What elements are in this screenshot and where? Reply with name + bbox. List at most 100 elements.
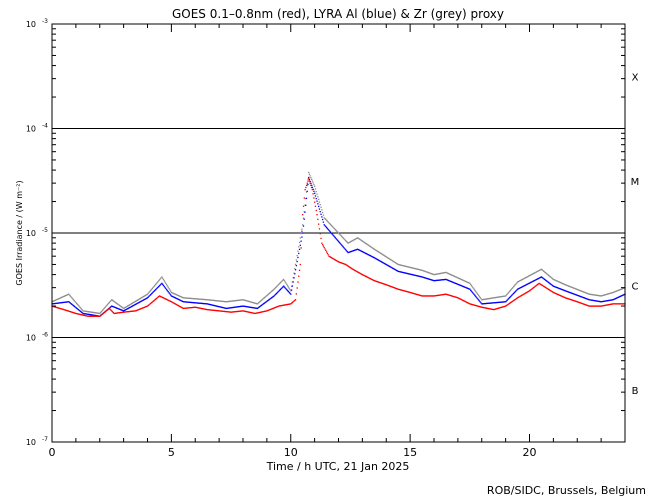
data-point [584,304,586,306]
data-point [621,303,623,305]
data-point [598,305,600,307]
data-point [536,283,539,286]
data-point [590,293,592,296]
data-point [251,301,254,304]
data-point [206,299,208,301]
data-point [479,296,481,299]
data-point [598,294,600,297]
data-point [175,297,177,299]
data-point [575,294,577,296]
data-point [87,310,89,313]
data-point [344,248,346,250]
data-point [271,308,273,310]
data-point [263,303,265,305]
data-point [300,240,302,242]
data-point [329,231,332,233]
data-point [583,297,586,299]
data-point [222,307,224,309]
data-point [105,305,107,307]
data-point [61,301,64,304]
data-point [208,303,210,305]
data-point [287,290,290,293]
data-point [573,287,575,289]
data-point [275,292,278,295]
data-point [263,297,265,299]
data-point [380,260,382,263]
data-point [359,238,361,241]
data-point [219,306,221,308]
data-point [326,220,329,222]
data-point [411,273,413,276]
data-point [521,286,524,288]
data-point [610,299,612,301]
data-point [438,279,440,281]
data-point [161,282,163,285]
data-point [251,301,253,303]
data-point [92,314,95,316]
data-point [278,305,280,307]
data-point [60,302,62,304]
data-point [232,311,235,313]
data-point [103,307,106,309]
data-point [322,245,325,247]
data-point [148,291,150,293]
data-point [246,306,248,308]
data-point [103,311,106,313]
data-point [521,278,524,281]
data-point [414,274,416,276]
data-point [384,255,386,257]
data-point [199,298,201,300]
data-point [391,259,393,262]
data-point [87,315,89,317]
data-point [139,301,142,303]
data-point [236,310,238,313]
data-point [491,302,493,304]
data-point [292,276,294,279]
data-point [552,285,555,287]
data-point [247,311,250,313]
data-point [390,259,392,261]
data-point [78,313,80,315]
data-point [523,293,525,295]
data-point [308,176,310,179]
data-point [67,310,69,312]
data-point [599,305,602,307]
data-point [60,308,62,310]
data-point [427,295,429,297]
data-point [551,278,554,280]
data-point [376,258,378,260]
data-point [571,292,574,295]
data-point [544,278,546,281]
data-point [543,270,545,272]
data-point [185,301,188,303]
data-point [493,308,496,311]
data-point [273,307,275,309]
data-point [257,302,259,304]
data-point [517,280,520,283]
data-point [593,305,595,307]
data-point [339,234,341,236]
data-point [278,283,280,285]
data-point [201,302,203,305]
data-point [571,286,573,288]
data-point [357,237,359,239]
data-point [271,290,273,292]
data-point [56,298,59,300]
data-point [610,303,612,305]
data-point [419,275,422,278]
data-point [427,271,430,274]
data-point [486,307,489,310]
data-point [109,306,111,309]
data-point [329,256,332,258]
data-point [119,312,121,314]
data-point [375,258,377,260]
data-point [134,310,136,312]
data-point [224,310,226,313]
data-point [478,295,481,298]
data-point [530,274,532,276]
data-point [350,240,352,243]
data-point [64,301,67,303]
data-point [594,305,596,307]
data-point [291,301,294,304]
data-point [154,283,157,286]
